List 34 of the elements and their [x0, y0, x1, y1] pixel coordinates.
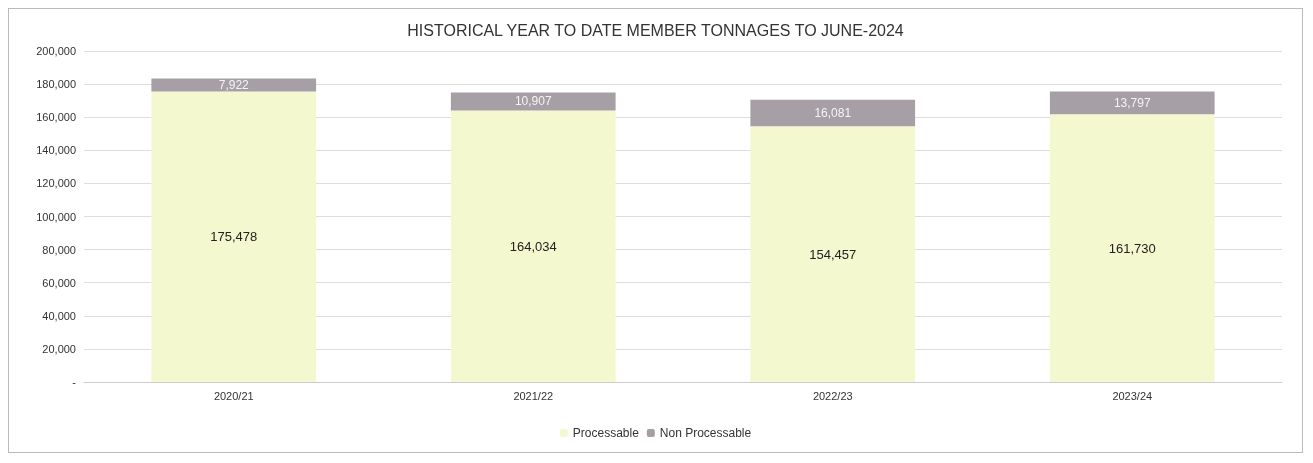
data-label: 175,478: [210, 229, 258, 245]
data-label: 16,081: [814, 106, 852, 121]
y-tick-label: 160,000: [36, 111, 76, 124]
y-tick-label: 60,000: [42, 276, 76, 289]
x-tick-label: 2023/24: [1112, 389, 1153, 402]
data-label: 161,730: [1108, 240, 1156, 256]
data-label: 10,907: [514, 94, 552, 109]
bar: [450, 110, 616, 382]
data-label: 13,797: [1113, 95, 1151, 110]
y-tick-label: 180,000: [36, 78, 76, 91]
y-tick-label: -: [72, 376, 77, 388]
data-label: 7,922: [218, 78, 250, 93]
legend-label: Non Processable: [659, 426, 752, 440]
y-tick-label: 80,000: [42, 243, 76, 256]
y-tick-label: 100,000: [36, 210, 76, 223]
chart-title: HISTORICAL YEAR TO DATE MEMBER TONNAGES TO JUNE-2024: [407, 21, 904, 39]
y-tick-label: 200,000: [36, 45, 76, 57]
y-tick-label: 120,000: [36, 177, 76, 190]
y-tick-label: 140,000: [36, 144, 76, 157]
x-tick-label: 2021/22: [513, 389, 554, 402]
data-label: 164,034: [509, 238, 557, 254]
bar: [750, 126, 916, 382]
bar: [151, 91, 317, 382]
x-tick-label: 2022/23: [812, 389, 853, 402]
x-tick-label: 2020/21: [213, 389, 254, 402]
bar: [750, 99, 916, 127]
bar: [151, 78, 317, 92]
bar: [1049, 114, 1215, 382]
data-label: 154,457: [809, 246, 857, 262]
legend-label: Processable: [572, 426, 640, 440]
bar: [1049, 91, 1215, 115]
y-tick-label: 20,000: [42, 342, 76, 355]
bar: [450, 92, 616, 111]
y-tick-label: 40,000: [42, 309, 76, 322]
